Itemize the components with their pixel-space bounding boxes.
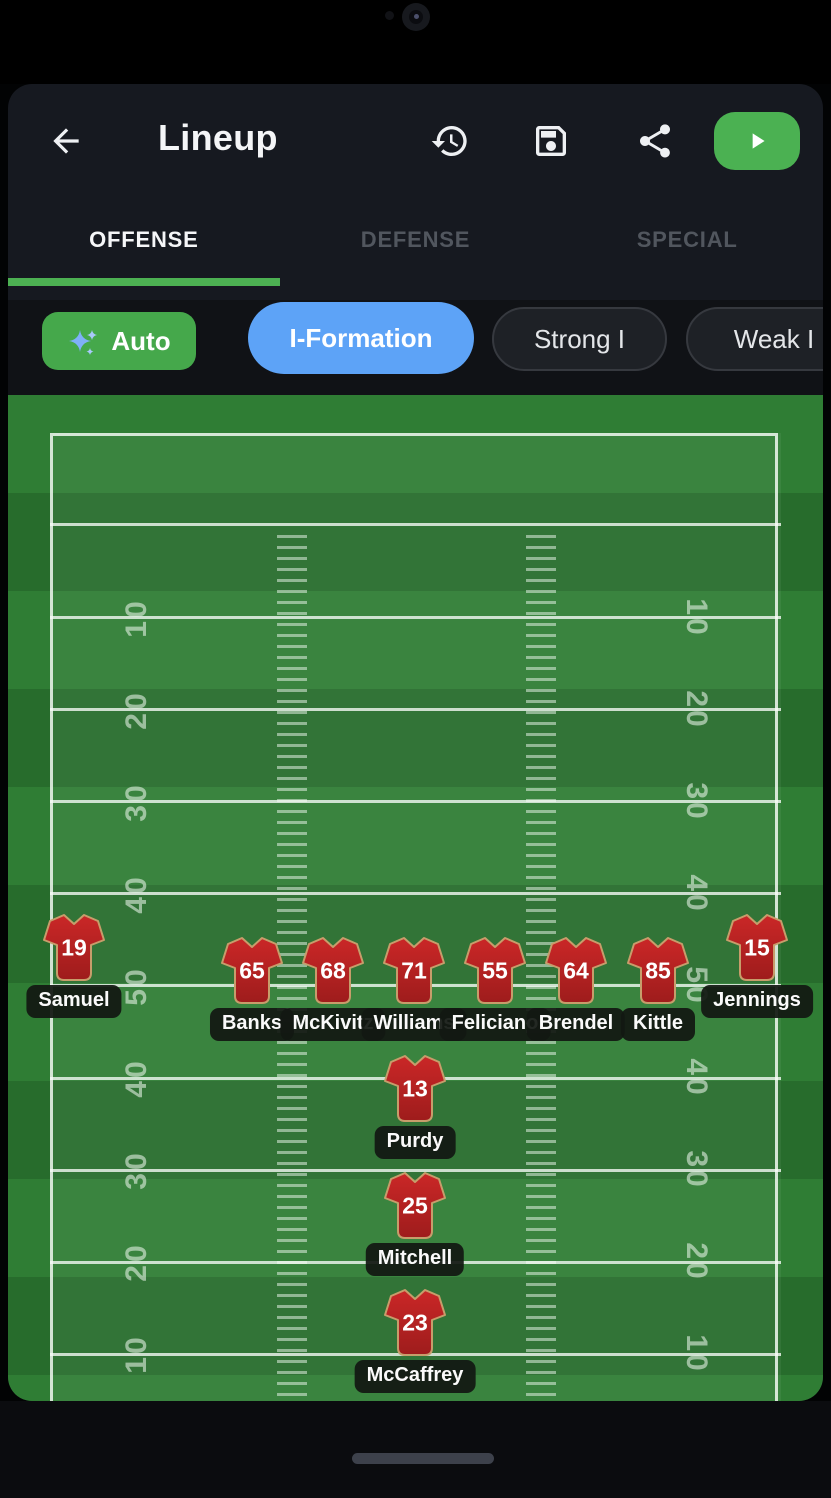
home-indicator[interactable] [352, 1453, 494, 1464]
yard-number-left: 10 [120, 1334, 153, 1374]
yard-number-right: 20 [680, 1242, 713, 1282]
jersey-icon [384, 1172, 446, 1239]
yard-number-left: 20 [120, 1242, 153, 1282]
field-boundary [50, 433, 778, 1401]
chip-strong-i[interactable]: Strong I [492, 307, 667, 371]
jersey-number: 19 [61, 934, 87, 961]
player-mccaffrey[interactable]: 23 McCaffrey [354, 1287, 476, 1393]
player-brendel[interactable]: 64 Brendel [526, 935, 626, 1041]
chip-i-formation[interactable]: I-Formation [248, 302, 474, 374]
jersey-icon [384, 1289, 446, 1356]
player-banks[interactable]: 65 Banks [209, 935, 295, 1041]
hash-marks-right [526, 535, 556, 1401]
tab-bar: OFFENSE DEFENSE SPECIAL [8, 194, 823, 286]
arrow-left-icon [53, 128, 79, 154]
formation-bar: Auto I-Formation Strong I Weak I [8, 300, 823, 395]
yard-line [50, 616, 781, 619]
player-mitchell[interactable]: 25 Mitchell [365, 1170, 465, 1276]
jersey-icon [383, 937, 445, 1004]
share-button[interactable] [633, 119, 677, 163]
player-purdy[interactable]: 13 Purdy [374, 1053, 456, 1159]
player-name-label: Jennings [701, 985, 813, 1018]
jersey-number: 64 [563, 957, 589, 984]
yard-number-right: 10 [680, 1334, 713, 1374]
yard-line [50, 1168, 781, 1172]
jersey-number: 68 [320, 957, 346, 984]
football-field: 10 10 20 20 30 30 40 40 50 50 40 40 30 30 20 20 10 10 19 S… [8, 395, 823, 1401]
jersey-icon [627, 937, 689, 1004]
yard-number-left: 50 [120, 966, 153, 1006]
yard-number-left: 40 [120, 874, 153, 914]
jersey-icon [43, 914, 105, 981]
history-button[interactable] [428, 119, 472, 163]
share-icon [640, 124, 670, 158]
yard-number-right: 40 [680, 1058, 713, 1098]
jersey-icon [384, 1055, 446, 1122]
jersey-number: 23 [402, 1309, 428, 1336]
player-name-label: Samuel [26, 985, 122, 1018]
player-jennings[interactable]: 15 Jennings [701, 912, 813, 1018]
jersey-icon [302, 937, 364, 1004]
active-tab-indicator [8, 278, 280, 286]
tab-special[interactable]: SPECIAL [636, 227, 738, 252]
jersey-number: 25 [402, 1192, 428, 1219]
header: Lineup [8, 84, 823, 194]
goal-line [50, 523, 781, 526]
play-icon [752, 133, 765, 149]
hash-marks-left [277, 535, 307, 1401]
bottom-strip [0, 1401, 831, 1498]
yard-number-left: 10 [120, 597, 153, 638]
yard-number-left: 30 [120, 782, 153, 822]
player-mckivitz[interactable]: 68 McKivitz [280, 935, 386, 1041]
yard-number-left: 40 [120, 1058, 153, 1098]
tab-defense[interactable]: DEFENSE [360, 227, 471, 252]
player-feliciano[interactable]: 55 Feliciano [439, 935, 551, 1041]
save-button[interactable] [529, 119, 573, 163]
jersey-number: 71 [401, 957, 427, 984]
tab-offense[interactable]: OFFENSE [89, 227, 199, 252]
jersey-number: 15 [744, 934, 770, 961]
history-icon [431, 126, 467, 156]
player-name-label: Kittle [621, 1008, 695, 1041]
jersey-icon [221, 937, 283, 1004]
yard-line [50, 800, 781, 804]
player-kittle[interactable]: 85 Kittle [621, 935, 695, 1041]
lineup-screen: Lineup OFFENSE DEFENSE SPECIAL [8, 84, 823, 1401]
player-name-label: Purdy [374, 1126, 456, 1159]
yard-number-left: 30 [120, 1150, 153, 1190]
save-icon [536, 126, 566, 156]
jersey-icon [464, 937, 526, 1004]
status-bar [0, 0, 831, 84]
jersey-number: 65 [239, 957, 265, 984]
yard-number-right: 20 [680, 689, 713, 730]
player-williams[interactable]: 71 Williams [361, 935, 467, 1041]
page-title: Lineup [158, 117, 278, 158]
yard-number-right: 30 [680, 1150, 713, 1190]
jersey-icon [545, 937, 607, 1004]
yard-number-right: 10 [680, 597, 713, 638]
player-samuel[interactable]: 19 Samuel [26, 912, 122, 1018]
chip-auto-label: Auto [111, 325, 171, 356]
chip-weak-i[interactable]: Weak I [686, 307, 823, 371]
yard-line [50, 708, 781, 712]
chip-auto[interactable]: Auto [42, 312, 196, 370]
jersey-number: 13 [402, 1075, 428, 1102]
player-name-label: Banks [209, 1008, 295, 1041]
yard-number-right: 40 [680, 874, 713, 914]
back-button[interactable] [44, 119, 88, 163]
jersey-icon [726, 914, 788, 981]
player-name-label: Brendel [526, 1008, 626, 1041]
jersey-number: 55 [482, 957, 508, 984]
yard-line [50, 892, 781, 896]
sparkle-icon [69, 330, 98, 355]
yard-number-right: 30 [680, 782, 713, 822]
proximity-sensor-dot [385, 11, 394, 20]
field-inner-tint [53, 433, 781, 1401]
yard-number-left: 20 [120, 689, 153, 730]
player-name-label: McCaffrey [354, 1360, 476, 1393]
play-button[interactable] [714, 112, 800, 170]
player-name-label: Mitchell [365, 1243, 465, 1276]
jersey-number: 85 [645, 957, 671, 984]
camera-glint [414, 14, 419, 19]
